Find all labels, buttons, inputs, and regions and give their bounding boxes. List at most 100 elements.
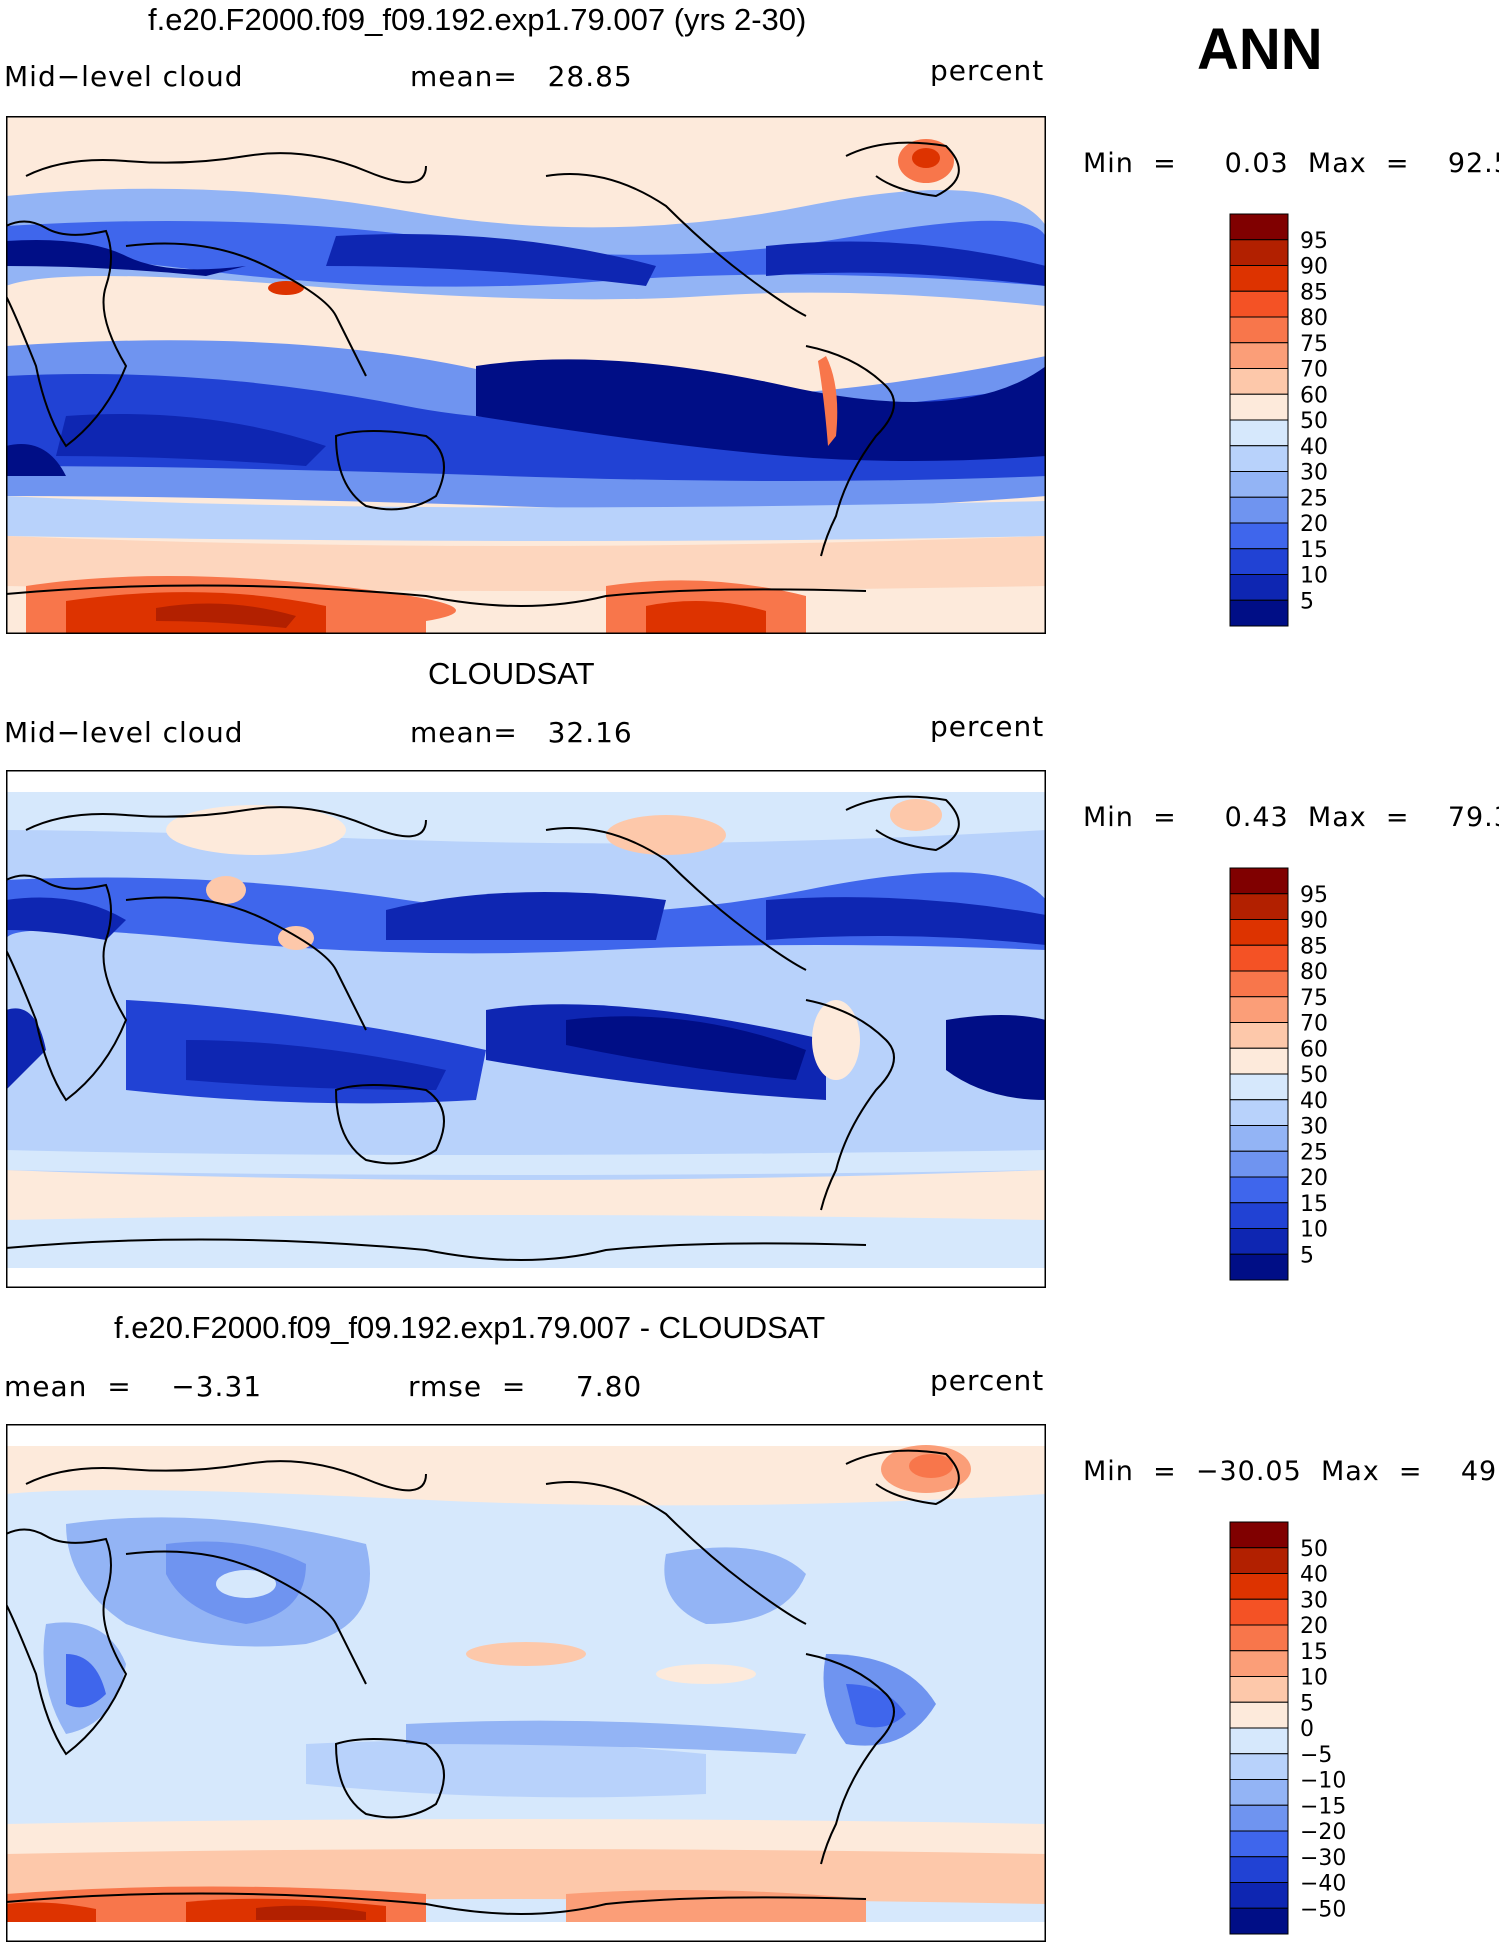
colorbar-swatch (1229, 867, 1289, 895)
colorbar-tick-label: 40 (1300, 1089, 1328, 1114)
colorbar-tick-label: 25 (1300, 1140, 1328, 1165)
colorbar-swatch (1229, 522, 1289, 550)
colorbar-swatch (1229, 1228, 1289, 1255)
colorbar-swatch (1229, 265, 1289, 292)
colorbar-tick-label: 30 (1300, 461, 1328, 486)
colorbar-swatch (1229, 1125, 1289, 1152)
colorbar-swatch (1229, 290, 1289, 318)
colorbar-swatch (1229, 1253, 1289, 1281)
colorbar-swatch (1229, 1907, 1289, 1935)
colorbar-swatch (1229, 599, 1289, 627)
colorbar-tick-label: 75 (1300, 332, 1328, 357)
panel1-title: f.e20.F2000.f09_f09.192.exp1.79.007 (yrs… (148, 2, 807, 37)
colorbar-swatch (1229, 1598, 1289, 1626)
colorbar-tick-label: 85 (1300, 934, 1328, 959)
panel3-units-label: percent (930, 1364, 1045, 1397)
colorbar-swatch (1229, 1830, 1289, 1858)
colorbar-tick-label: 90 (1300, 255, 1328, 280)
colorbar-tick-label: 20 (1300, 1614, 1328, 1639)
colorbar-tick-label: 10 (1300, 1218, 1328, 1243)
colorbar-swatch (1229, 1176, 1289, 1204)
colorbar-tick-label: 10 (1300, 1666, 1328, 1691)
colorbar-swatch (1229, 316, 1289, 344)
colorbar-swatch (1229, 239, 1289, 266)
colorbar-swatch (1229, 1753, 1289, 1780)
panel2-mean-label: mean= 32.16 (410, 716, 633, 749)
colorbar-tick-label: 70 (1300, 1012, 1328, 1037)
colorbar-tick-label: −50 (1300, 1897, 1346, 1922)
colorbar-swatch (1229, 496, 1289, 524)
colorbar-swatch (1229, 1804, 1289, 1832)
colorbar-tick-label: 30 (1300, 1115, 1328, 1140)
colorbar-tick-label: −30 (1300, 1846, 1346, 1871)
colorbar-swatch (1229, 1547, 1289, 1574)
colorbar-tick-label: 5 (1300, 1691, 1314, 1716)
colorbar-tick-label: 40 (1300, 435, 1328, 460)
colorbar-swatch (1229, 342, 1289, 369)
colorbar-swatch (1229, 471, 1289, 498)
panel3-mean-label: mean = −3.31 (4, 1370, 263, 1403)
colorbar-swatch (1229, 1676, 1289, 1703)
panel1-minmax-label: Min = 0.03 Max = 92.50 (1083, 148, 1499, 179)
colorbar-tick-label: 95 (1300, 883, 1328, 908)
colorbar-swatch (1229, 1856, 1289, 1883)
colorbar-tick-label: −15 (1300, 1794, 1346, 1819)
colorbar-tick-label: 5 (1300, 1243, 1314, 1268)
colorbar-tick-label: 80 (1300, 306, 1328, 331)
colorbar-swatch (1229, 1573, 1289, 1600)
colorbar-tick-label: −40 (1300, 1872, 1346, 1897)
colorbar-tick-label: 75 (1300, 986, 1328, 1011)
colorbar-swatch (1229, 1779, 1289, 1806)
panel1-mean-label: mean= 28.85 (410, 60, 633, 93)
panel3-title: f.e20.F2000.f09_f09.192.exp1.79.007 - CL… (114, 1310, 826, 1345)
colorbar-tick-label: 0 (1300, 1717, 1314, 1742)
panel3-rmse-label: rmse = 7.80 (408, 1370, 643, 1403)
colorbar-swatch (1229, 919, 1289, 946)
colorbar-swatch (1229, 1073, 1289, 1101)
colorbar-tick-label: 95 (1300, 229, 1328, 254)
panel2-variable-label: Mid−level cloud (4, 716, 244, 749)
colorbar-swatch (1229, 419, 1289, 447)
colorbar-swatch (1229, 1701, 1289, 1729)
panel2-units-label: percent (930, 710, 1045, 743)
colorbar-tick-label: 15 (1300, 1192, 1328, 1217)
colorbar-tick-label: 85 (1300, 280, 1328, 305)
colorbar-swatch (1229, 1727, 1289, 1755)
colorbar-tick-label: 60 (1300, 383, 1328, 408)
colorbar-tick-label: 5 (1300, 589, 1314, 614)
colorbar-tick-label: 15 (1300, 538, 1328, 563)
colorbar-tick-label: 50 (1300, 1537, 1328, 1562)
colorbar-tick-label: 20 (1300, 1166, 1328, 1191)
colorbar-tick-label: 50 (1300, 409, 1328, 434)
colorbar-tick-label: 20 (1300, 512, 1328, 537)
colorbar-swatch (1229, 1882, 1289, 1909)
panel1-map (6, 116, 1046, 634)
season-label: ANN (1197, 17, 1323, 82)
colorbar-swatch (1229, 1022, 1289, 1049)
colorbar-tick-label: −5 (1300, 1743, 1332, 1768)
colorbar-swatch (1229, 548, 1289, 575)
colorbar-swatch (1229, 1202, 1289, 1229)
colorbar-tick-label: 80 (1300, 960, 1328, 985)
panel3-minmax-label: Min = −30.05 Max = 49.56 (1083, 1456, 1499, 1487)
colorbar-tick-label: 25 (1300, 486, 1328, 511)
colorbar-tick-label: 15 (1300, 1640, 1328, 1665)
colorbar-swatch (1229, 944, 1289, 972)
colorbar-tick-label: 40 (1300, 1563, 1328, 1588)
colorbar-tick-label: 90 (1300, 909, 1328, 934)
colorbar-swatch (1229, 1650, 1289, 1677)
colorbar-swatch (1229, 893, 1289, 920)
colorbar-tick-label: −20 (1300, 1820, 1346, 1845)
colorbar-tick-label: 70 (1300, 358, 1328, 383)
colorbar-tick-label: −10 (1300, 1769, 1346, 1794)
colorbar-swatch (1229, 574, 1289, 601)
colorbar-tick-label: 30 (1300, 1588, 1328, 1613)
colorbar-swatch (1229, 1150, 1289, 1178)
panel1-units-label: percent (930, 54, 1045, 87)
panel1-variable-label: Mid−level cloud (4, 60, 244, 93)
panel3-map (6, 1424, 1046, 1942)
panel2-title: CLOUDSAT (428, 656, 595, 691)
